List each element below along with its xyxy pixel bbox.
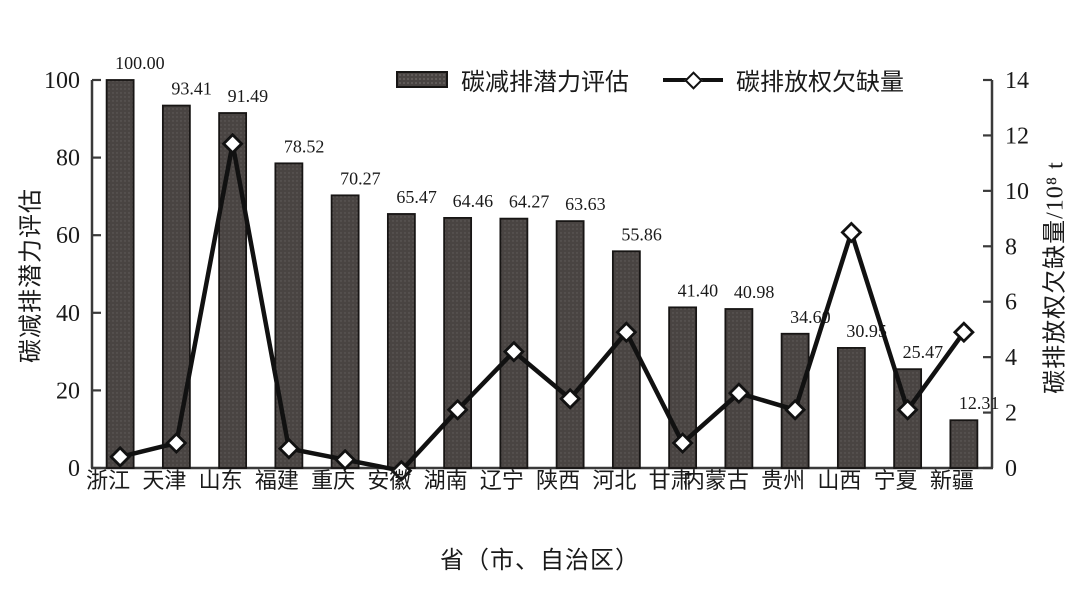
line-marker	[840, 221, 863, 244]
bar-value-label: 12.31	[959, 393, 1000, 413]
bar	[330, 194, 360, 469]
line-marker	[952, 321, 975, 344]
x-axis-label: 贵州	[761, 468, 805, 493]
bar-value-label: 93.41	[171, 79, 212, 99]
bar	[443, 216, 473, 469]
right-axis-tick-label: 10	[1005, 179, 1029, 205]
bar	[218, 112, 248, 469]
bar	[161, 104, 191, 469]
right-axis-tick-label: 8	[1005, 234, 1017, 260]
bar-value-label: 34.60	[790, 307, 831, 327]
left-axis-tick-label: 20	[56, 378, 80, 404]
bar	[611, 250, 641, 469]
line-marker	[277, 437, 300, 460]
x-axis-label: 内蒙古	[683, 468, 749, 493]
line-marker	[334, 448, 357, 471]
left-axis-tick-label: 0	[68, 456, 80, 482]
bar	[274, 162, 304, 469]
x-axis-label: 陕西	[536, 468, 580, 493]
line-diamond-swatch-icon	[663, 70, 723, 90]
bar	[949, 419, 979, 469]
right-axis-tick-label: 14	[1005, 68, 1029, 94]
x-axis-label: 湖南	[424, 468, 468, 493]
left-axis-tick-label: 60	[56, 223, 80, 249]
x-axis-label: 天津	[142, 468, 186, 493]
x-axis-label: 辽宁	[480, 468, 524, 493]
line-series	[119, 141, 966, 474]
line-marker	[671, 432, 694, 455]
legend-label-bar-series: 碳减排潜力评估	[461, 70, 629, 96]
bar-value-label: 55.86	[621, 224, 662, 244]
x-axis-label: 山西	[817, 468, 861, 493]
bar-value-label: 40.98	[734, 282, 775, 302]
x-axis-label: 新疆	[930, 468, 974, 493]
bar-value-label: 100.00	[115, 53, 165, 73]
left-axis-tick-label: 80	[56, 146, 80, 172]
bar-value-label: 64.46	[453, 191, 494, 211]
line-marker	[559, 387, 582, 410]
left-axis-tick-label: 40	[56, 301, 80, 327]
bar-value-label: 78.52	[284, 136, 325, 156]
x-axis-title: 省（市、自治区）	[440, 548, 640, 574]
x-axis-label: 安徽	[367, 468, 411, 493]
bar	[836, 347, 866, 469]
right-axis-tick-label: 2	[1005, 401, 1017, 427]
line-marker	[502, 340, 525, 363]
bar	[386, 213, 416, 469]
bar-value-label: 91.49	[228, 86, 269, 106]
right-axis-tick-label: 0	[1005, 456, 1017, 482]
line-marker	[896, 398, 919, 421]
line-marker	[221, 132, 244, 155]
x-axis-label: 甘肃	[649, 468, 693, 493]
bar-swatch-icon	[396, 71, 448, 88]
bar-value-label: 63.63	[565, 194, 606, 214]
line-marker	[390, 459, 413, 482]
bar	[105, 79, 135, 469]
left-axis-title: 碳减排潜力评估	[18, 188, 45, 363]
x-axis-label: 宁夏	[874, 468, 918, 493]
x-axis-label: 重庆	[311, 468, 355, 493]
right-axis-tick-label: 4	[1005, 345, 1017, 371]
line-marker	[784, 398, 807, 421]
x-axis-label: 河北	[592, 468, 636, 493]
line-marker	[165, 432, 188, 455]
right-axis-tick-label: 6	[1005, 290, 1017, 316]
legend-item-bar-series: 碳减排潜力评估	[396, 62, 629, 97]
right-axis-tick-label: 12	[1005, 123, 1029, 149]
bar-value-label: 25.47	[903, 342, 944, 362]
bar-value-label: 65.47	[396, 187, 437, 207]
legend: 碳减排潜力评估 碳排放权欠缺量	[396, 62, 904, 97]
legend-label-line-series: 碳排放权欠缺量	[736, 70, 904, 96]
line-marker	[446, 398, 469, 421]
right-axis-title: 碳排放权欠缺量/10⁸ t	[1042, 161, 1069, 394]
x-axis-label: 浙江	[86, 468, 130, 493]
bar-value-label: 30.95	[846, 321, 887, 341]
line-marker	[109, 445, 132, 468]
legend-item-line-series: 碳排放权欠缺量	[663, 62, 904, 97]
bar-value-label: 64.27	[509, 192, 550, 212]
left-axis-tick-label: 100	[44, 68, 80, 94]
line-marker	[727, 382, 750, 405]
bar-value-label: 41.40	[678, 280, 719, 300]
line-marker	[615, 321, 638, 344]
x-axis-label: 福建	[255, 468, 299, 493]
x-axis-label: 山东	[199, 468, 243, 493]
bar	[555, 220, 585, 469]
bar-value-label: 70.27	[340, 168, 381, 188]
